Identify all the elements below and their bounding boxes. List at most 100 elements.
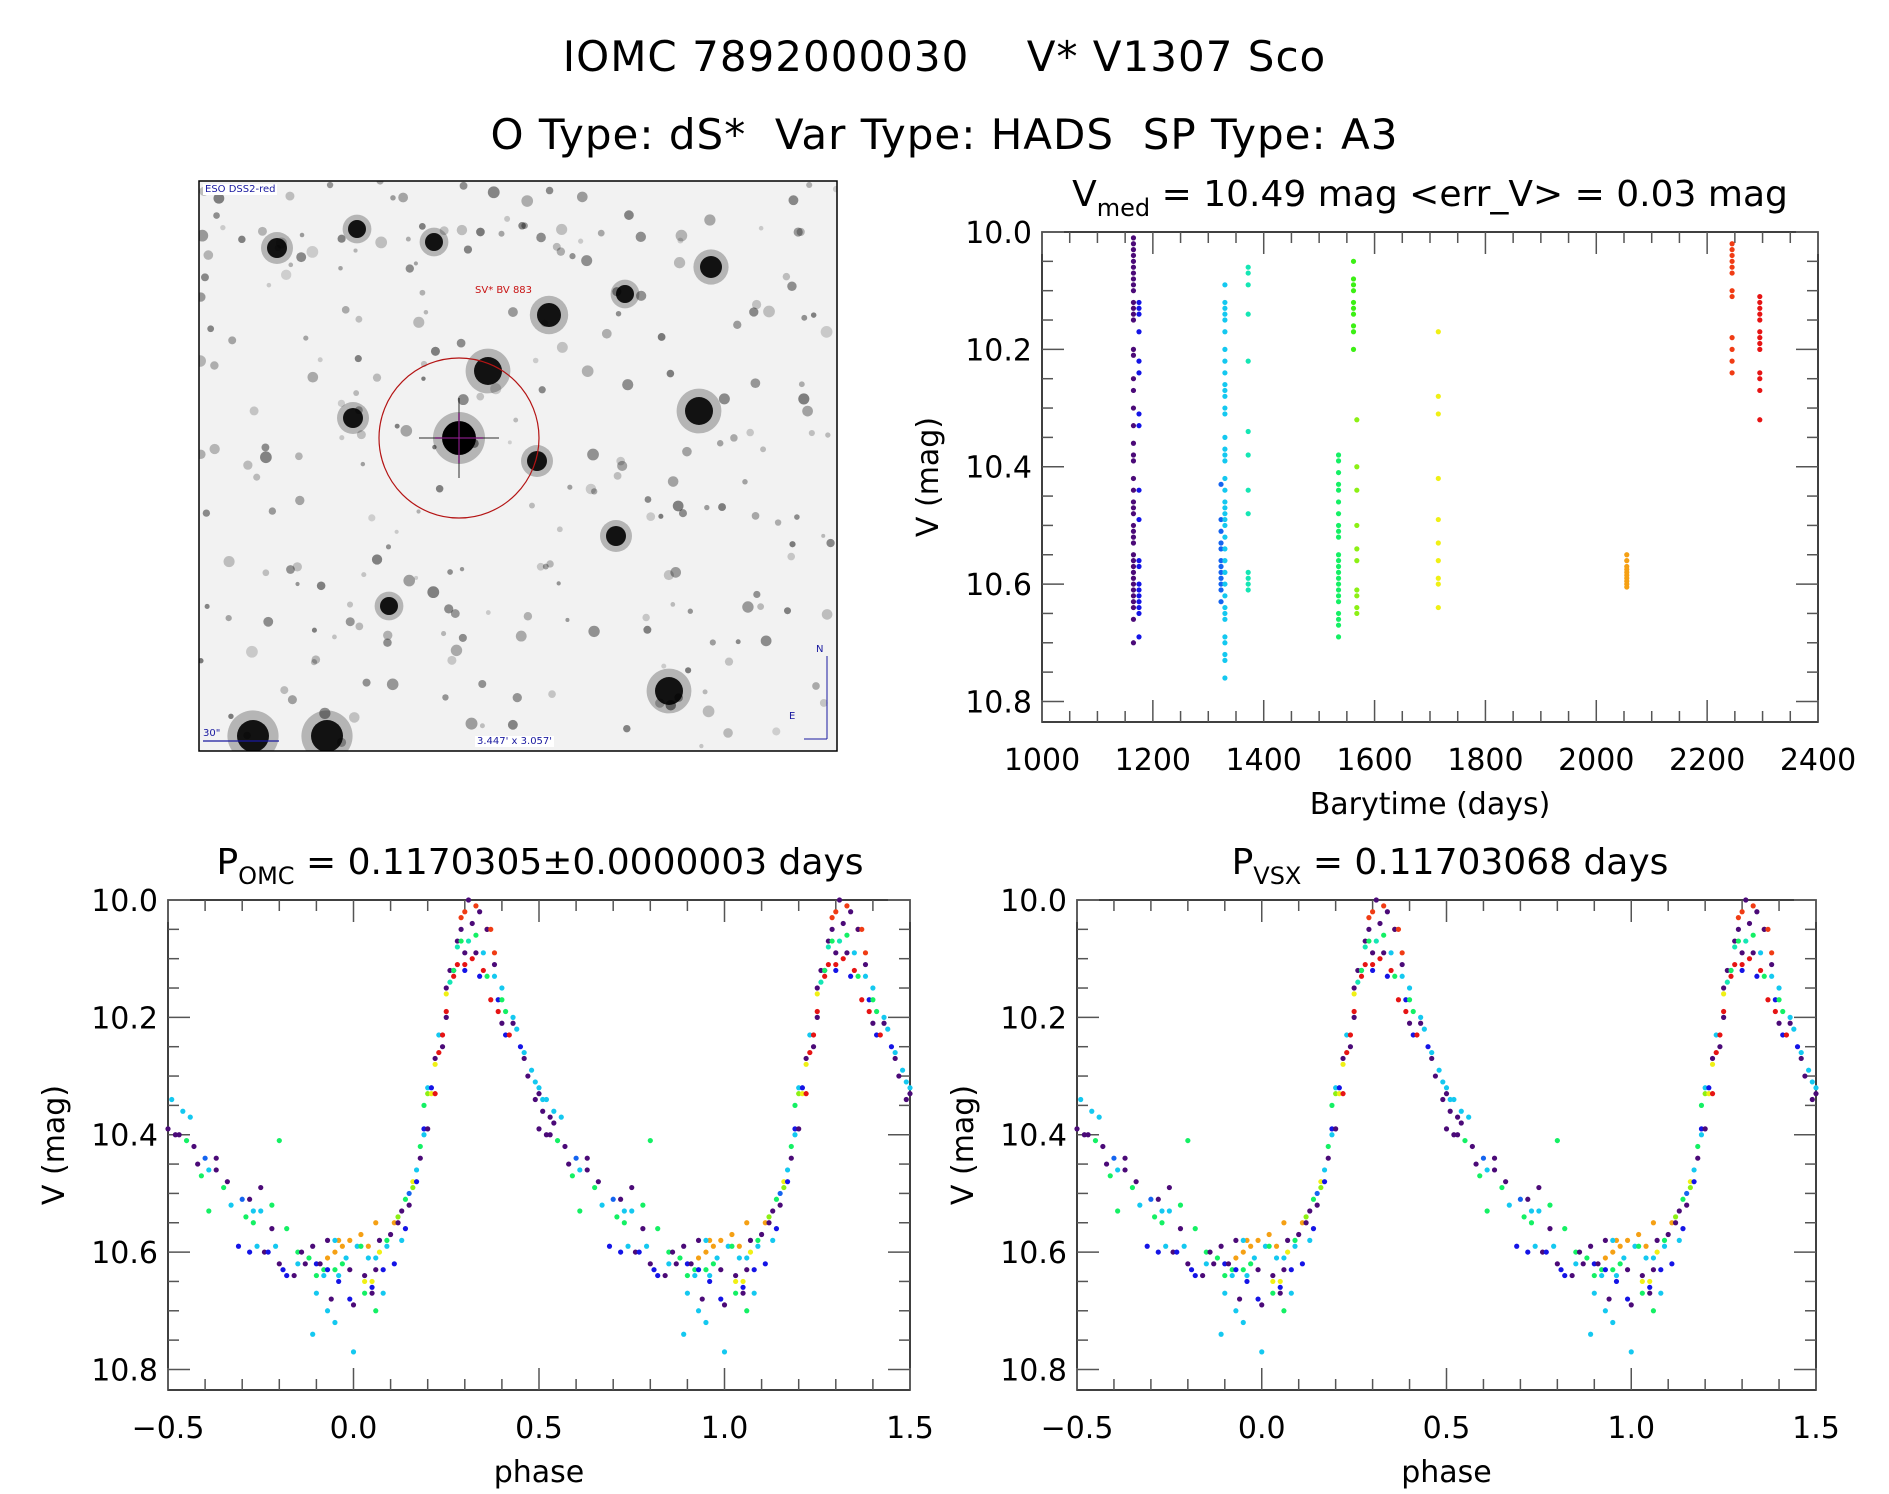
faint-star: [427, 586, 440, 599]
data-point: [1130, 511, 1137, 517]
data-point: [729, 1231, 735, 1238]
data-point: [495, 1008, 501, 1015]
data-point: [1262, 1243, 1269, 1249]
faint-star: [784, 607, 792, 615]
data-point: [1713, 1032, 1719, 1038]
y-tick-label: 10.6: [91, 1236, 158, 1271]
data-point: [1325, 1143, 1331, 1150]
data-point: [1525, 1249, 1531, 1255]
data-point: [810, 1032, 817, 1038]
data-point: [1617, 1261, 1623, 1267]
data-point: [1757, 317, 1763, 323]
data-point: [369, 1290, 375, 1296]
data-point: [1676, 1208, 1682, 1214]
data-point: [1354, 487, 1360, 493]
data-point: [176, 1132, 182, 1138]
data-point: [584, 1167, 590, 1173]
data-point: [796, 1126, 802, 1132]
data-point: [1130, 563, 1137, 570]
faint-star: [724, 657, 734, 666]
faint-star: [556, 247, 566, 256]
data-point: [1245, 270, 1251, 276]
faint-star: [825, 432, 831, 438]
data-point: [870, 985, 876, 991]
data-point: [250, 1208, 256, 1214]
data-point: [402, 1196, 409, 1202]
data-point: [1429, 1049, 1435, 1056]
data-point: [276, 1261, 282, 1267]
data-point: [1602, 1308, 1608, 1314]
data-point: [514, 1026, 520, 1032]
data-point: [807, 1049, 813, 1056]
data-point: [1435, 411, 1441, 417]
data-point: [877, 1032, 883, 1038]
data-point: [1130, 270, 1137, 276]
data-point: [1381, 950, 1387, 956]
data-point: [814, 985, 820, 991]
data-point: [1130, 305, 1137, 311]
faint-star: [518, 222, 526, 230]
data-point: [410, 1179, 416, 1185]
data-point: [1225, 1261, 1232, 1267]
data-point: [1794, 1044, 1801, 1050]
data-point: [428, 1091, 435, 1097]
faint-star: [597, 229, 605, 237]
faint-star: [319, 707, 331, 720]
data-point: [1672, 1220, 1679, 1226]
data-point: [825, 944, 831, 950]
data-point: [1288, 1267, 1294, 1273]
data-point: [1757, 293, 1763, 300]
y-tick-label: 10.4: [965, 451, 1032, 486]
data-point: [1347, 1032, 1354, 1038]
faint-star: [243, 460, 253, 470]
data-point: [1776, 1020, 1782, 1026]
x-axis-label: phase: [494, 1455, 585, 1490]
data-point: [1750, 903, 1756, 909]
data-point: [1245, 487, 1251, 493]
data-point: [469, 920, 475, 927]
data-point: [1351, 991, 1357, 997]
faint-star: [581, 255, 593, 267]
data-point: [1729, 370, 1735, 376]
data-point: [1706, 1091, 1712, 1097]
faint-star: [413, 316, 425, 328]
data-point: [1222, 640, 1228, 646]
data-point: [1218, 481, 1224, 487]
data-point: [1406, 985, 1413, 991]
data-point: [1558, 1267, 1564, 1273]
faint-star: [286, 565, 295, 574]
faint-star: [702, 689, 708, 695]
data-point: [1757, 335, 1763, 341]
faint-star: [578, 238, 584, 244]
north-label: N: [816, 644, 824, 655]
data-point: [1130, 241, 1137, 247]
data-point: [313, 1261, 319, 1267]
faint-star: [716, 440, 724, 447]
data-point: [666, 1249, 672, 1255]
data-point: [1491, 1155, 1498, 1161]
data-point: [1350, 299, 1357, 306]
data-point: [1130, 258, 1137, 264]
faint-star: [266, 282, 272, 288]
data-point: [477, 909, 483, 915]
data-point: [1130, 581, 1137, 587]
data-point: [1458, 1108, 1464, 1114]
faint-star: [479, 723, 485, 729]
data-point: [1543, 1249, 1549, 1255]
data-point: [1233, 1255, 1239, 1261]
faint-star: [751, 512, 760, 520]
data-point: [1381, 903, 1387, 909]
data-point: [1435, 329, 1441, 335]
data-point: [825, 938, 831, 944]
data-point: [235, 1243, 242, 1249]
data-point: [766, 1220, 772, 1226]
data-point: [1130, 569, 1137, 575]
data-point: [888, 1044, 895, 1050]
data-point: [1314, 1190, 1320, 1197]
data-point: [803, 1055, 809, 1062]
data-point: [1218, 575, 1224, 581]
data-point: [1245, 452, 1251, 458]
faint-star: [288, 262, 294, 268]
data-point: [313, 1272, 319, 1279]
data-point: [1698, 1126, 1705, 1132]
